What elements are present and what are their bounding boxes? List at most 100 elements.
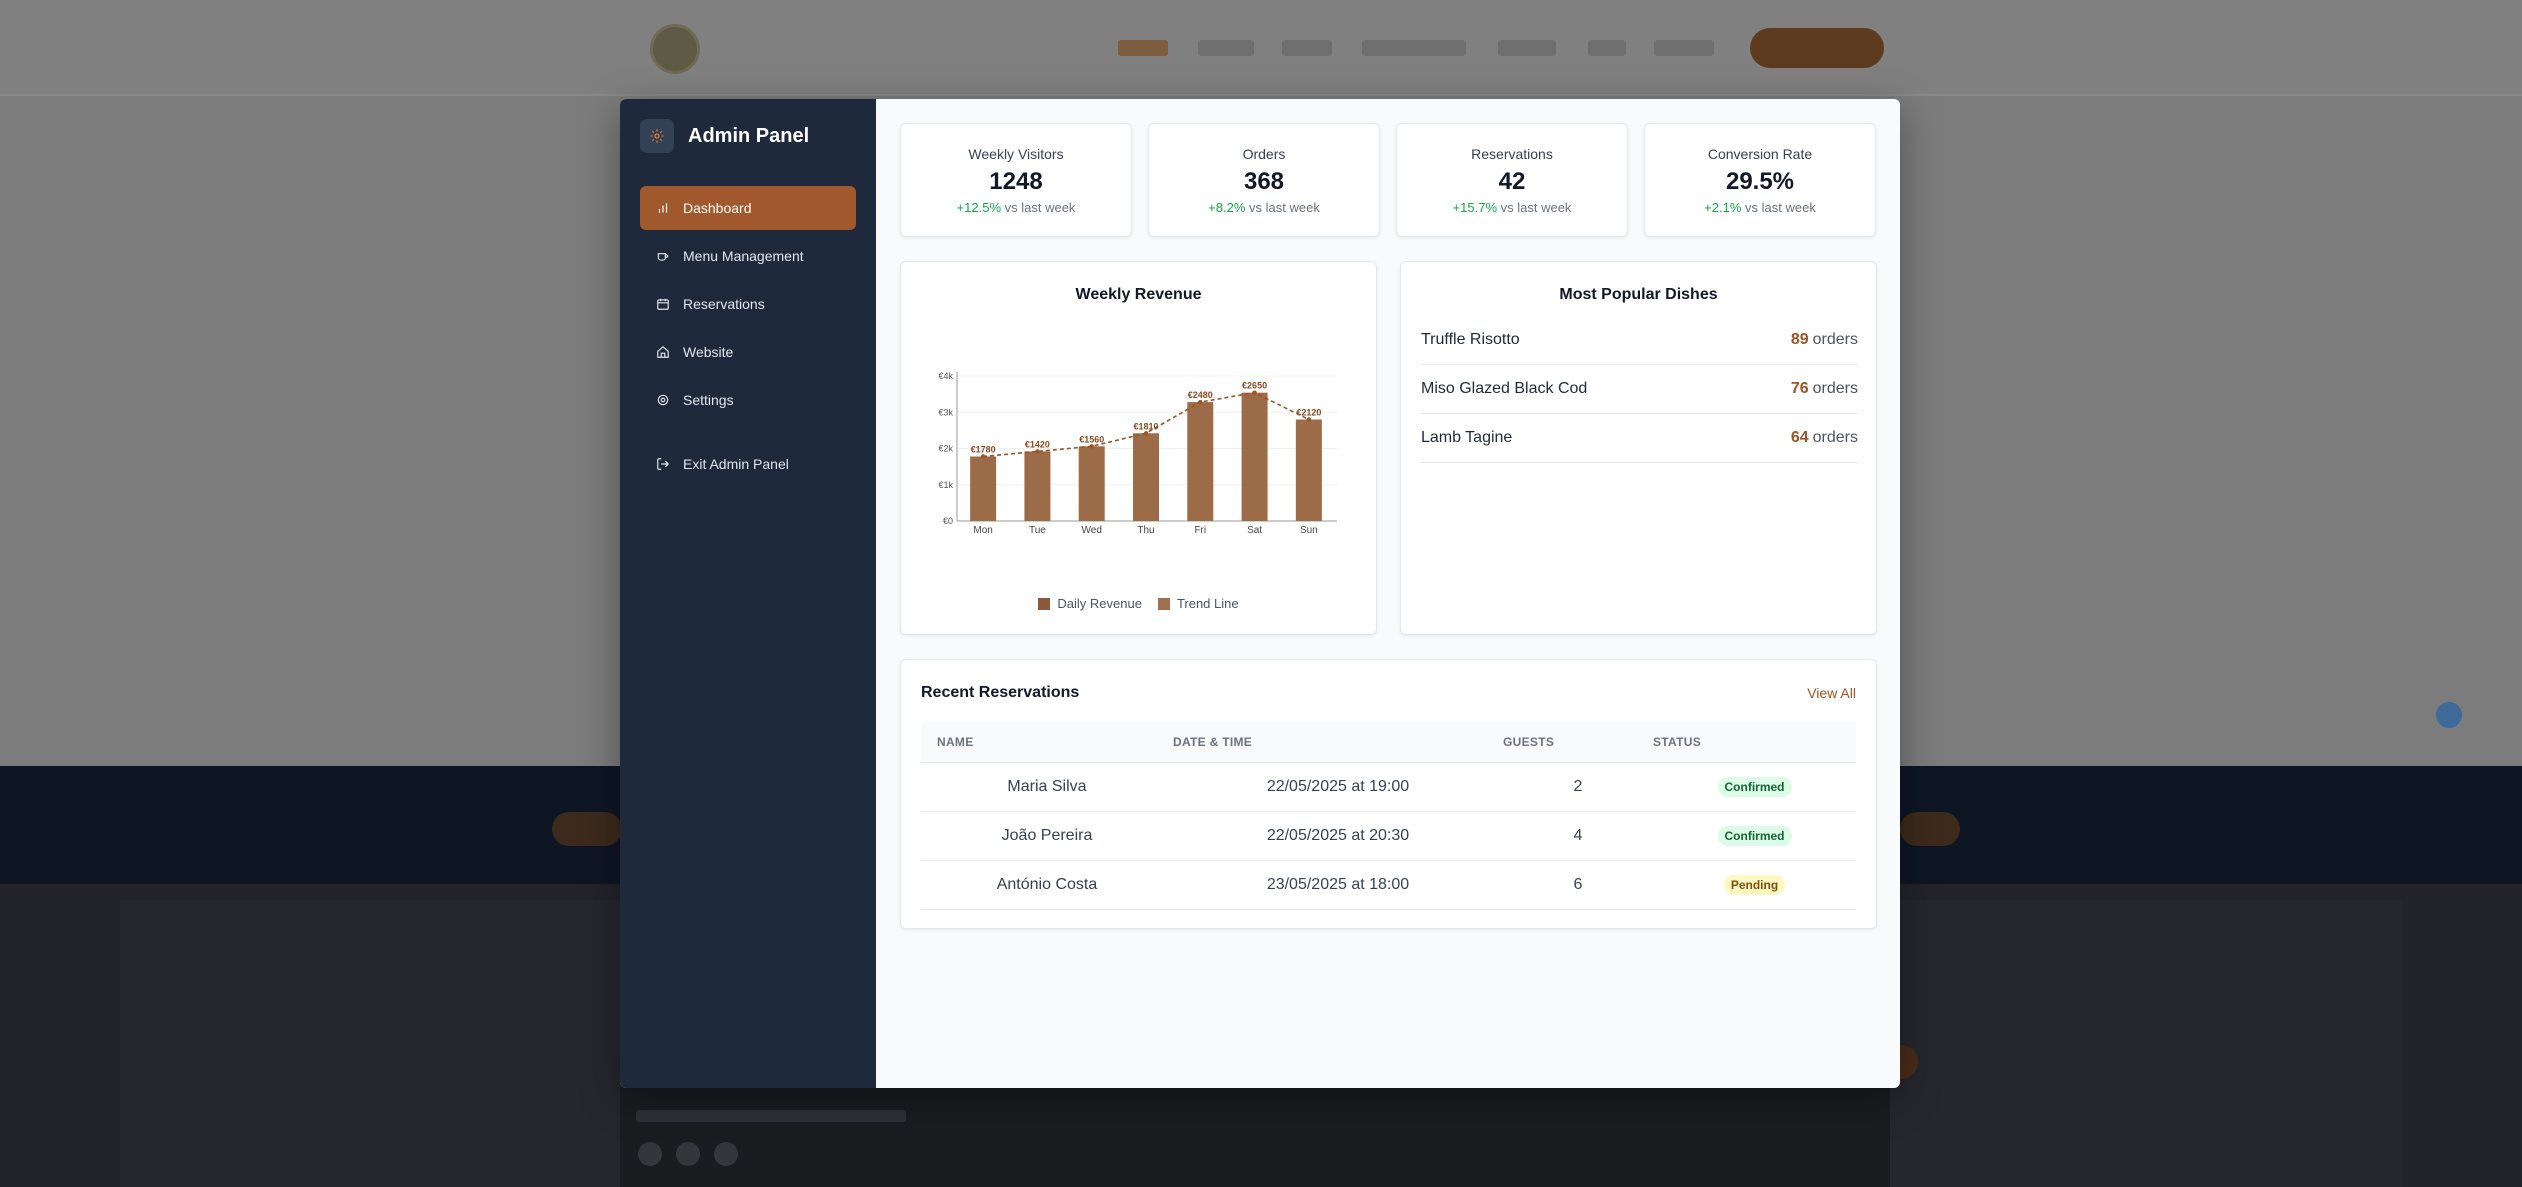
sidebar-item-menu-management[interactable]: Menu Management <box>640 234 856 278</box>
dish-count: 89 <box>1790 331 1809 348</box>
chart-title: Weekly Revenue <box>1075 286 1202 303</box>
background-nav-link <box>1498 40 1556 56</box>
table-row[interactable]: Maria Silva 22/05/2025 at 19:00 2 Confir… <box>921 762 1856 812</box>
dish-count: 76 <box>1790 380 1809 397</box>
stat-change-suffix: vs last week <box>1745 200 1816 215</box>
table-row[interactable]: António Costa 23/05/2025 at 18:00 6 Pend… <box>921 860 1856 910</box>
cell-name: Maria Silva <box>921 762 1173 812</box>
trend-point <box>980 454 986 459</box>
weekly-revenue-chart: €0 €1k €2k €3k €4k Mon Tue Wed Thu Fri Sat Sun €1780… <box>938 371 1337 536</box>
exit-admin-panel-button[interactable]: Exit Admin Panel <box>640 442 856 486</box>
legend-label: Daily Revenue <box>1057 596 1142 611</box>
revenue-bar <box>1133 433 1159 521</box>
stat-change: +8.2% vs last week <box>1149 200 1379 215</box>
list-item: Miso Glazed Black Cod 76 orders <box>1421 365 1858 414</box>
background-nav-link <box>1198 40 1254 56</box>
stat-change-suffix: vs last week <box>1249 200 1320 215</box>
sidebar-item-settings[interactable]: Settings <box>640 378 856 422</box>
legend-swatch <box>1038 597 1051 610</box>
reservations-table: NAME DATE & TIME GUESTS STATUS Maria Sil… <box>921 722 1856 910</box>
popular-dishes-list: Truffle Risotto 89 orders Miso Glazed Bla… <box>1421 316 1858 463</box>
stat-change: +12.5% vs last week <box>901 200 1131 215</box>
calendar-icon <box>656 297 670 311</box>
cell-name: António Costa <box>921 860 1173 910</box>
coffee-cup-icon <box>656 249 670 263</box>
trend-point <box>1306 417 1312 422</box>
stat-change-percent: +2.1% <box>1704 200 1742 215</box>
x-tick-label: Fri <box>1194 525 1206 536</box>
list-item: Truffle Risotto 89 orders <box>1421 316 1858 365</box>
dish-unit: orders <box>1812 429 1858 446</box>
background-social-icon <box>714 1142 738 1166</box>
status-badge: Confirmed <box>1717 776 1792 797</box>
sidebar-item-label: Website <box>683 344 734 360</box>
background-pill <box>1900 812 1960 846</box>
background-pill <box>552 812 622 846</box>
stat-label: Conversion Rate <box>1707 146 1813 162</box>
admin-panel-modal: Admin Panel Dashboard Menu Management Re… <box>620 99 1900 1088</box>
home-icon <box>656 345 670 359</box>
revenue-bar <box>1295 419 1322 521</box>
legend-item-trend-line[interactable]: Trend Line <box>1157 596 1239 611</box>
data-label: €2650 <box>1242 381 1267 391</box>
sidebar-item-reservations[interactable]: Reservations <box>640 282 856 326</box>
gear-icon <box>656 393 670 407</box>
legend-label: Trend Line <box>1176 596 1239 611</box>
stat-label: Reservations <box>1471 146 1553 162</box>
y-tick-label: €2k <box>938 444 953 454</box>
stat-card-reservations: Reservations 42 +15.7% vs last week <box>1396 123 1628 237</box>
list-item: Lamb Tagine 64 orders <box>1421 414 1858 463</box>
admin-sidebar: Admin Panel Dashboard Menu Management Re… <box>620 99 876 1088</box>
revenue-bar <box>1078 446 1105 521</box>
x-tick-label: Mon <box>973 525 992 536</box>
table-row[interactable]: João Pereira 22/05/2025 at 20:30 4 Confi… <box>921 811 1856 861</box>
stat-value: 42 <box>1498 168 1526 195</box>
trend-point <box>1252 390 1257 395</box>
column-header-guests: GUESTS <box>1503 722 1653 763</box>
background-nav-link <box>1282 40 1332 56</box>
legend-item-daily-revenue[interactable]: Daily Revenue <box>1038 596 1142 611</box>
cell-date-time: 23/05/2025 at 18:00 <box>1173 860 1503 910</box>
stat-change: +2.1% vs last week <box>1645 200 1875 215</box>
cell-date-time: 22/05/2025 at 19:00 <box>1173 762 1503 812</box>
sidebar-title: Admin Panel <box>688 124 810 147</box>
dish-name: Truffle Risotto <box>1421 331 1520 348</box>
stat-label: Weekly Visitors <box>968 146 1064 162</box>
background-header <box>0 0 2522 96</box>
data-label: €2120 <box>1296 408 1321 418</box>
sidebar-item-dashboard[interactable]: Dashboard <box>640 186 856 230</box>
chart-legend: Daily Revenue Trend Line <box>901 596 1376 611</box>
stat-value: 1248 <box>989 168 1043 195</box>
background-social-icon <box>638 1142 662 1166</box>
y-tick-label: €4k <box>938 371 953 381</box>
gear-icon <box>640 119 674 153</box>
revenue-bar <box>1187 402 1214 521</box>
background-float-button <box>2436 702 2462 728</box>
y-tick-label: €1k <box>938 480 953 490</box>
x-tick-label: Sun <box>1300 525 1318 536</box>
log-out-icon <box>656 457 670 471</box>
exit-admin-panel-label: Exit Admin Panel <box>683 456 789 472</box>
trend-point <box>1089 444 1094 449</box>
cell-guests: 4 <box>1503 811 1653 861</box>
stat-change-percent: +8.2% <box>1208 200 1246 215</box>
column-header-status: STATUS <box>1653 722 1856 763</box>
data-label: €1560 <box>1079 434 1104 444</box>
cell-status: Confirmed <box>1653 811 1856 861</box>
stat-change-suffix: vs last week <box>1500 200 1572 215</box>
x-tick-label: Wed <box>1082 525 1102 536</box>
trend-point <box>1143 431 1149 436</box>
cell-date-time: 22/05/2025 at 20:30 <box>1173 811 1503 861</box>
data-label: €1810 <box>1133 421 1158 431</box>
sidebar-nav: Dashboard Menu Management Reservations W… <box>640 186 856 490</box>
data-label: €1420 <box>1025 439 1050 449</box>
cell-status: Confirmed <box>1653 762 1856 812</box>
stat-card-conversion-rate: Conversion Rate 29.5% +2.1% vs last week <box>1644 123 1876 237</box>
recent-reservations-title: Recent Reservations <box>921 684 1080 701</box>
stat-card-weekly-visitors: Weekly Visitors 1248 +12.5% vs last week <box>900 123 1132 237</box>
sidebar-item-website[interactable]: Website <box>640 330 856 374</box>
background-social-icon <box>676 1142 700 1166</box>
cell-guests: 2 <box>1503 762 1653 812</box>
view-all-link[interactable]: View All <box>1807 685 1856 701</box>
revenue-bar <box>1024 451 1051 521</box>
